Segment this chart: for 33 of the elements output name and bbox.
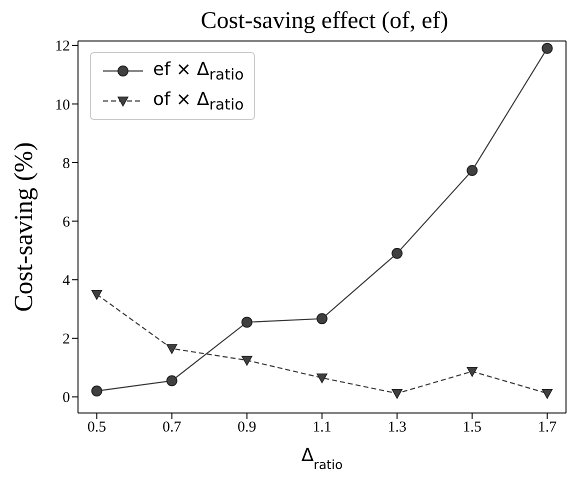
- y-tick-label: 10: [55, 97, 70, 114]
- point: [392, 388, 402, 399]
- y-tick-label: 2: [62, 332, 70, 348]
- x-tick-label: 1.3: [388, 420, 406, 436]
- y-tick-label: 12: [55, 38, 70, 55]
- y-tick-label: 6: [62, 214, 70, 230]
- point: [466, 367, 478, 377]
- legend-label: of × Δ$_{ratio}$: [153, 88, 244, 114]
- point: [241, 316, 252, 328]
- point: [316, 373, 328, 384]
- x-tick-label: 1.5: [462, 420, 482, 436]
- y-tick-label: 0: [62, 390, 70, 406]
- point: [392, 248, 403, 259]
- point: [166, 344, 178, 354]
- point: [316, 313, 328, 324]
- point: [466, 164, 478, 176]
- x-axis-title: Δ$_{ratio}$: [301, 445, 343, 472]
- x-tick-label: 0.7: [162, 420, 182, 436]
- point: [91, 290, 102, 300]
- legend-label: ef × Δ$_{ratio}$: [153, 58, 244, 84]
- point: [542, 388, 553, 399]
- y-tick-label: 4: [62, 273, 70, 290]
- x-tick-label: 1.7: [538, 420, 558, 436]
- point: [91, 386, 102, 397]
- point: [166, 375, 178, 386]
- chart-title: Cost-saving effect (of, ef): [200, 8, 450, 36]
- y-tick-label: 8: [62, 156, 70, 172]
- point: [242, 356, 252, 366]
- y-axis-title: Cost-saving (%): [9, 142, 38, 312]
- x-tick-label: 0.5: [87, 420, 106, 436]
- x-tick-label: 1.1: [312, 420, 332, 436]
- point: [542, 42, 553, 54]
- x-tick-label: 0.9: [238, 420, 256, 436]
